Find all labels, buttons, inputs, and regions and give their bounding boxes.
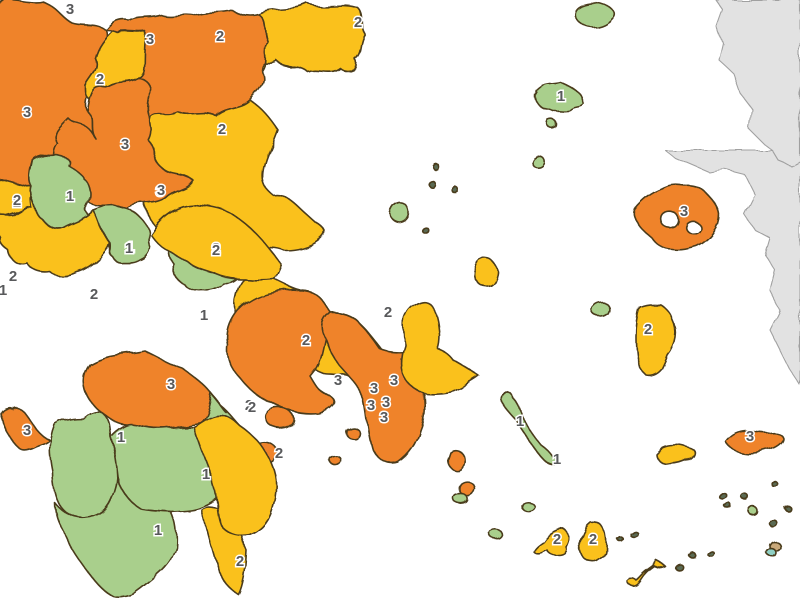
svg-text:3: 3 [334,372,342,389]
svg-text:1: 1 [553,451,561,468]
svg-text:2: 2 [90,286,98,303]
svg-text:3: 3 [746,428,754,445]
svg-text:3: 3 [23,104,31,121]
svg-text:1: 1 [154,522,162,539]
svg-text:1: 1 [125,240,133,257]
svg-text:1: 1 [117,429,125,446]
svg-text:3: 3 [367,397,375,414]
svg-text:2: 2 [589,531,597,548]
svg-text:1: 1 [557,88,565,105]
svg-text:2: 2 [302,332,310,349]
svg-text:2: 2 [13,192,21,209]
svg-text:1: 1 [202,466,210,483]
svg-text:1: 1 [66,188,74,205]
svg-text:3: 3 [680,203,688,220]
svg-text:2: 2 [248,399,256,416]
svg-text:3: 3 [121,136,129,153]
svg-text:2: 2 [553,531,561,548]
svg-text:3: 3 [167,376,175,393]
svg-text:3: 3 [370,380,378,397]
svg-text:1: 1 [516,413,524,430]
svg-text:3: 3 [390,372,398,389]
svg-text:2: 2 [354,14,362,31]
svg-text:3: 3 [23,422,31,439]
svg-text:2: 2 [644,321,652,338]
svg-text:3: 3 [380,409,388,426]
svg-text:2: 2 [216,28,224,45]
svg-text:3: 3 [146,31,154,48]
svg-text:2: 2 [212,242,220,259]
svg-text:2: 2 [236,553,244,570]
svg-text:1: 1 [200,307,208,324]
svg-text:3: 3 [66,1,74,18]
svg-text:1: 1 [0,282,7,299]
svg-text:3: 3 [157,182,165,199]
svg-text:2: 2 [9,268,17,285]
svg-text:2: 2 [96,71,104,88]
svg-text:2: 2 [275,445,283,462]
svg-text:2: 2 [218,121,226,138]
svg-text:2: 2 [384,304,392,321]
